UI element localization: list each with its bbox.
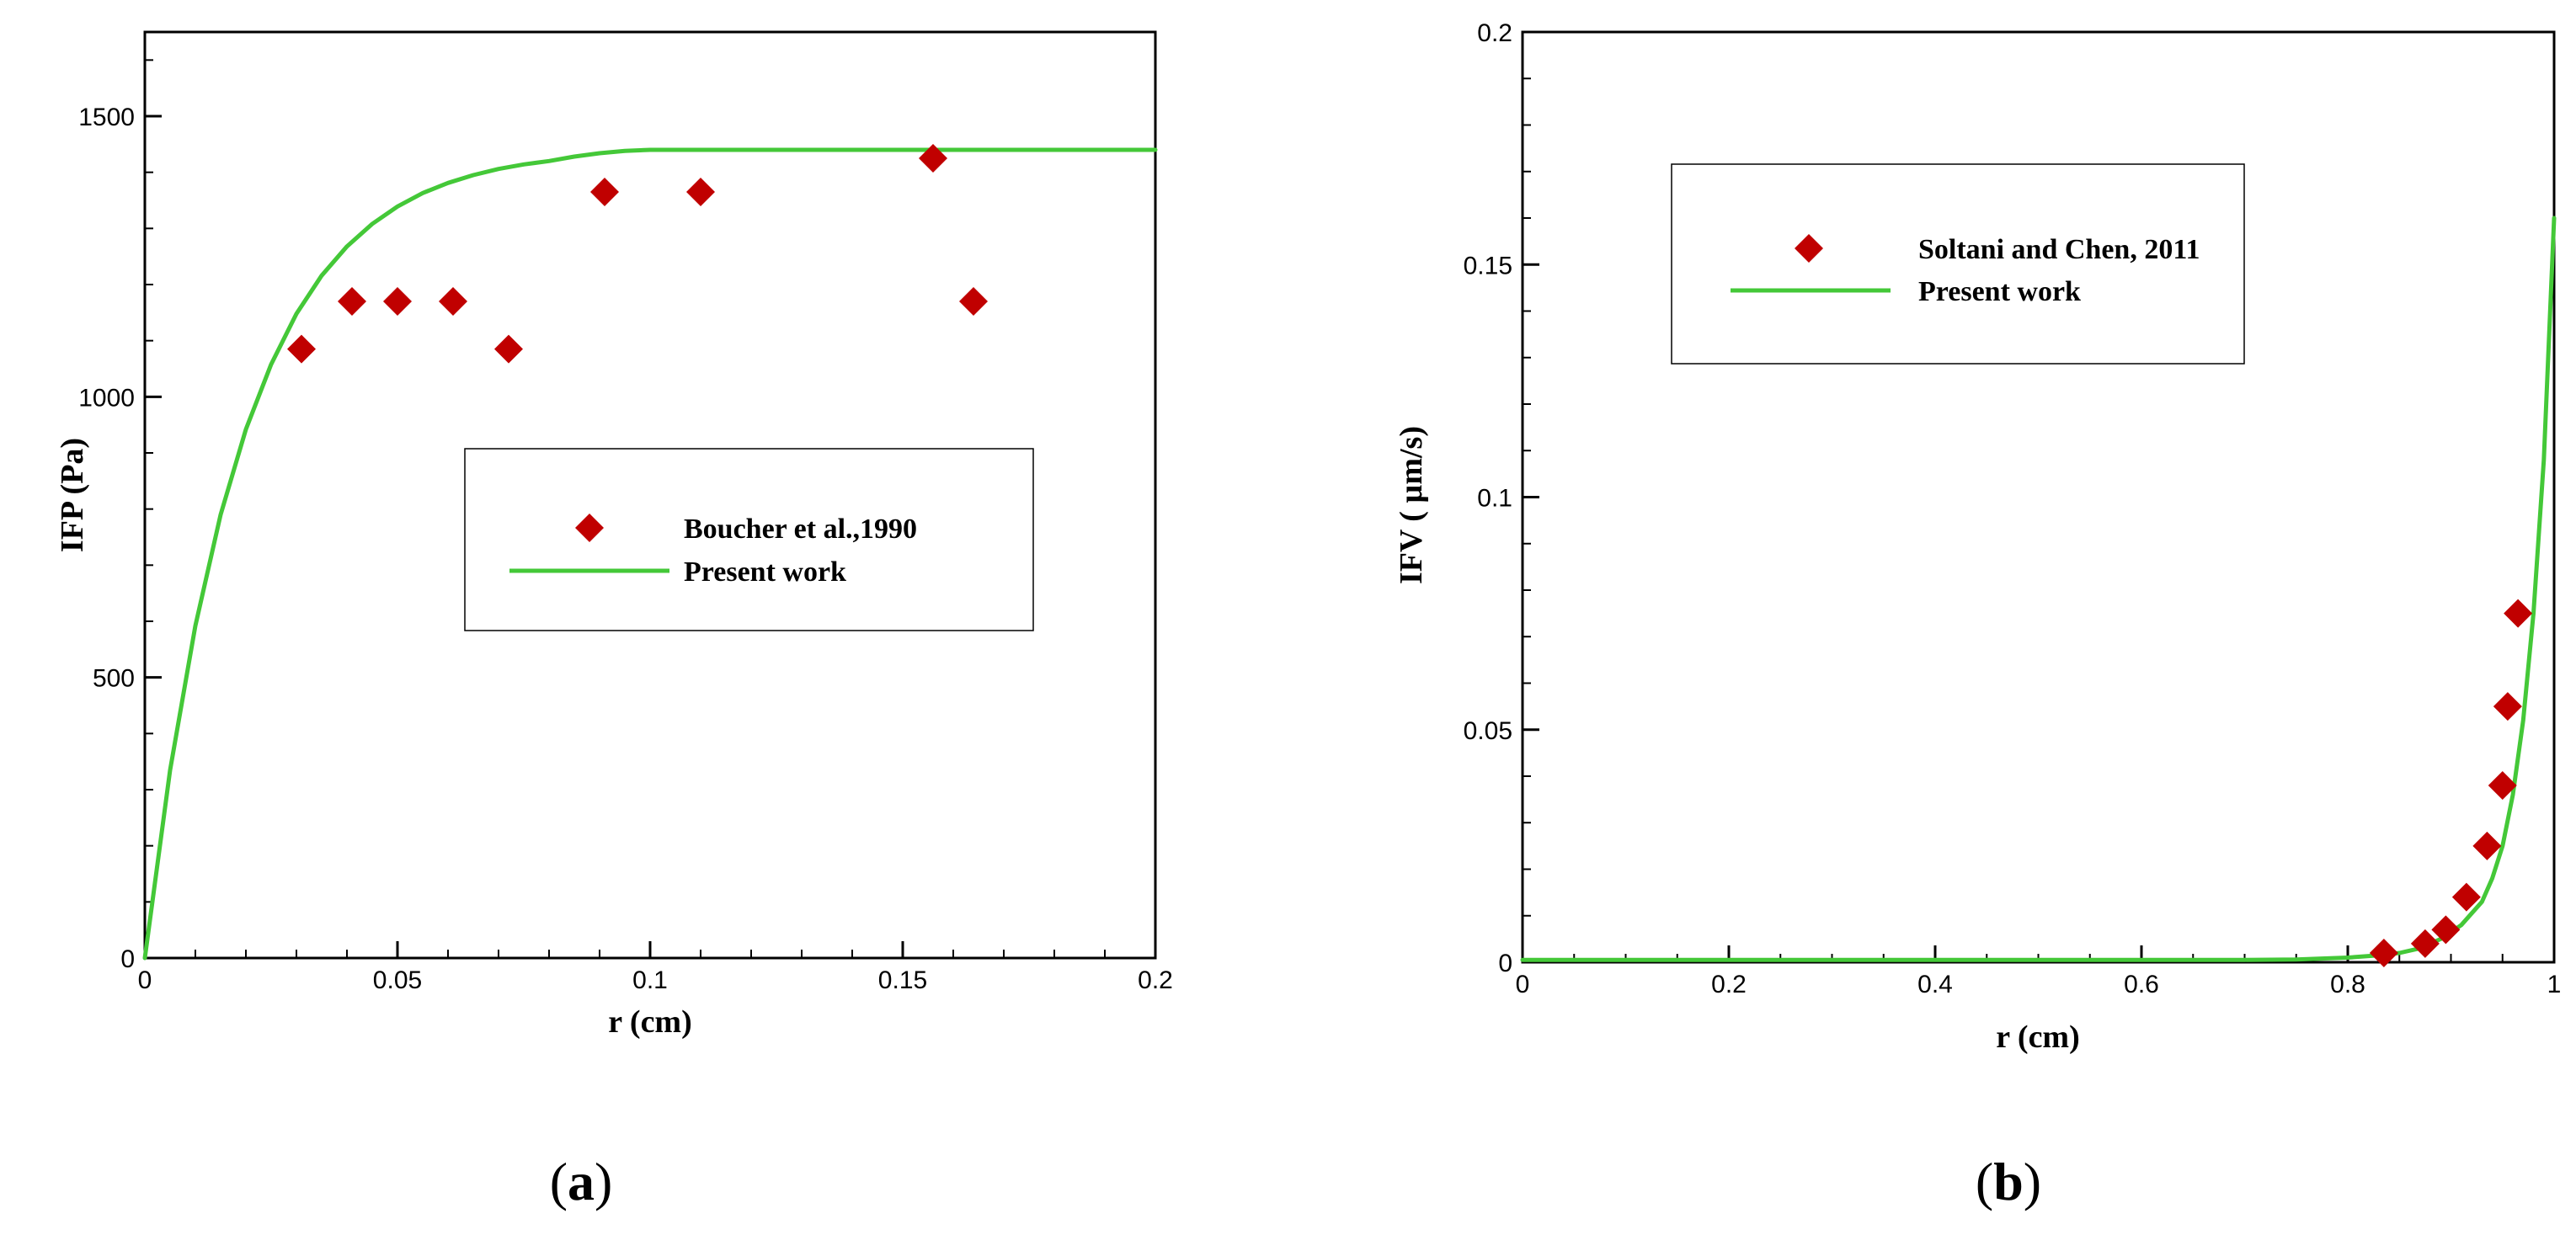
chart-b-legend-box: [1671, 163, 2245, 365]
chart-a-x-tick-label: 0.15: [878, 966, 927, 994]
chart-a-y-tick-label: 0: [120, 945, 135, 973]
chart-a-x-tick-label: 0.2: [1138, 966, 1173, 994]
chart-b-data-point: [2504, 599, 2533, 628]
chart-b-data-point: [2472, 831, 2502, 860]
chart-a-data-point: [959, 287, 988, 316]
chart-a-x-tick-label: 0.1: [632, 966, 668, 994]
chart-b-panel-label-close: ): [2024, 1152, 2041, 1211]
chart-a-legend-label-boucher: Boucher et al.,1990: [684, 514, 917, 545]
chart-b-y-tick-label: 0.05: [1464, 717, 1512, 745]
chart-b-data-point: [2410, 929, 2440, 958]
chart-a-data-point: [590, 178, 619, 206]
chart-a-data-point: [439, 287, 467, 316]
chart-b-x-tick-label: 0.6: [2124, 971, 2159, 998]
chart-a-legend-label-present: Present work: [684, 556, 846, 588]
chart-a-x-tick-label: 0.05: [373, 966, 422, 994]
chart-b-data-point: [2369, 938, 2398, 967]
chart-a-data-point: [494, 334, 523, 364]
chart-b-panel-label-letter: b: [1993, 1152, 2024, 1211]
chart-a-panel-label-close: ): [595, 1152, 612, 1211]
chart-b-x-axis-title: r (cm): [1996, 1019, 2080, 1055]
chart-b-y-axis-title: IFV ( µm/s): [1394, 426, 1429, 584]
chart-a-y-axis-title: IFP (Pa): [55, 438, 90, 552]
chart-a-data-point: [287, 334, 316, 364]
chart-a-legend-marker-boucher: [575, 514, 604, 542]
chart-a-x-tick-label: 0: [138, 966, 152, 994]
chart-b-legend-label-soltani: Soltani and Chen, 2011: [1918, 234, 2200, 265]
chart-a-panel-label-letter: a: [568, 1152, 595, 1211]
chart-a-legend-box: [464, 448, 1034, 631]
chart-b-data-point: [2488, 771, 2517, 801]
chart-b-x-tick-label: 0.4: [1917, 971, 1953, 998]
chart-b: 0 0.2 0.4 0.6 0.8 1 0 0.05 0.1 0.15 0.2 r (cm) IF…: [1394, 19, 2561, 1211]
chart-b-data-point: [2493, 692, 2522, 721]
chart-a-x-axis-title: r (cm): [608, 1004, 692, 1040]
chart-b-y-tick-label: 0.2: [1477, 19, 1512, 47]
chart-b-y-tick-label: 0.15: [1464, 252, 1512, 279]
chart-a-data-point: [383, 287, 412, 316]
chart-b-x-tick-label: 0.8: [2330, 971, 2365, 998]
chart-b-data-point: [2431, 915, 2461, 945]
chart-b-x-tick-label: 0: [1516, 971, 1530, 998]
chart-a-data-point: [919, 144, 947, 173]
chart-a-data-point: [338, 287, 366, 316]
chart-a-y-tick-label: 1000: [78, 384, 135, 412]
chart-a-x-ticks: 0 0.05 0.1 0.15 0.2: [138, 941, 1173, 994]
chart-b-x-tick-label: 0.2: [1711, 971, 1747, 998]
chart-a-series: [142, 144, 1158, 961]
chart-b-legend-marker-soltani: [1795, 234, 1823, 263]
chart-a: 0 0.05 0.1 0.15 0.2 0 500 1000 1500 r (cm) IFP …: [55, 30, 1173, 1211]
chart-a-panel-label-open: (: [550, 1152, 568, 1211]
chart-a-y-ticks: 0 500 1000 1500: [78, 104, 162, 973]
chart-a-legend: Boucher et al.,1990 Present work: [464, 448, 1034, 631]
chart-b-y-ticks: 0 0.05 0.1 0.15 0.2: [1464, 19, 1539, 977]
chart-a-panel-label: (a): [550, 1152, 613, 1211]
chart-a-y-tick-label: 500: [93, 665, 135, 693]
chart-b-legend-label-present: Present work: [1918, 276, 2081, 307]
chart-b-panel-label-open: (: [1976, 1152, 1993, 1211]
chart-a-y-tick-label: 1500: [78, 104, 135, 131]
chart-b-x-tick-label: 1: [2547, 971, 2562, 998]
chart-b-series: [1520, 216, 2557, 967]
chart-b-data-point: [2451, 882, 2481, 912]
chart-b-panel-label: (b): [1976, 1152, 2041, 1211]
chart-b-y-tick-label: 0: [1498, 950, 1512, 977]
chart-b-y-tick-label: 0.1: [1477, 485, 1512, 513]
chart-a-data-point: [686, 178, 715, 206]
chart-a-series-line-present-work: [142, 147, 1158, 961]
chart-b-legend: Soltani and Chen, 2011 Present work: [1671, 163, 2245, 365]
